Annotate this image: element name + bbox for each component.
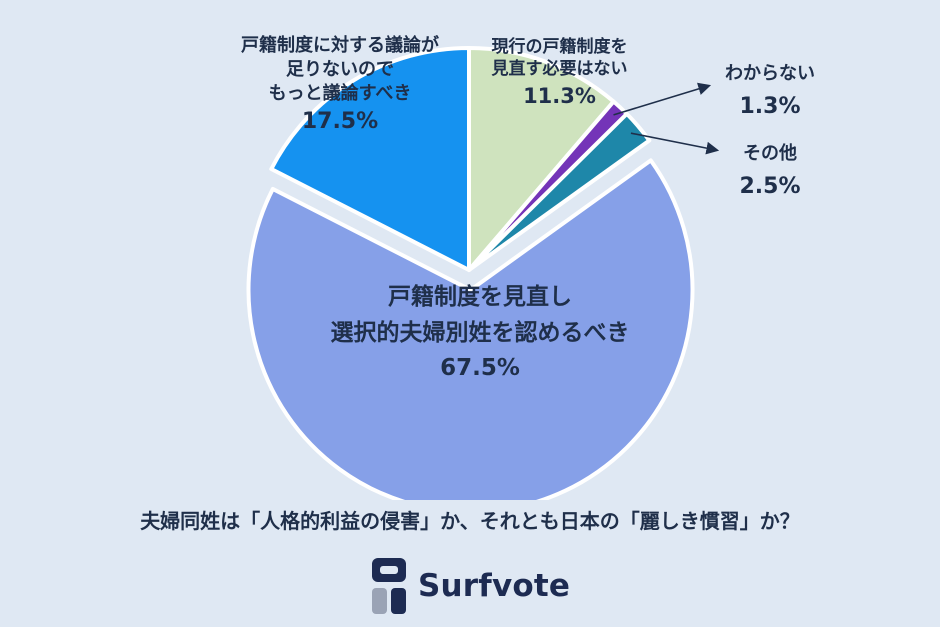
brand-logo: Surfvote xyxy=(372,558,570,614)
brand-name: Surfvote xyxy=(418,568,571,604)
pie-slice-no-change-needed xyxy=(467,46,616,272)
slice-label-dont-know: わからない 1.3% xyxy=(700,60,840,124)
pie-slice-more-discussion xyxy=(269,46,471,272)
slice-label-main: 戸籍制度を見直し 選択的夫婦別姓を認めるべき 67.5% xyxy=(260,280,700,387)
slice-label-more-discussion-line3: もっと議論すべき xyxy=(268,82,412,104)
pie-slice-other xyxy=(467,111,652,272)
slice-label-more-discussion: 戸籍制度に対する議論が 足りないので もっと議論すべき 17.5% xyxy=(215,34,465,136)
pie-slice-review-koseki-allow-separate-surnames xyxy=(246,158,695,500)
slice-label-main-line2: 選択的夫婦別姓を認めるべき xyxy=(330,319,630,346)
slice-value-no-change: 11.3% xyxy=(523,83,596,108)
slice-value-other: 2.5% xyxy=(739,173,801,199)
slice-value-dont-know: 1.3% xyxy=(739,93,801,119)
leader-arrow-dont-know xyxy=(613,82,712,116)
slice-label-more-discussion-line2: 足りないので xyxy=(286,58,394,80)
slice-label-main-line1: 戸籍制度を見直し xyxy=(388,284,572,310)
slice-label-no-change-line1: 現行の戸籍制度を xyxy=(491,37,628,57)
survey-question: 夫婦同姓は「人格的利益の侵害」か、それとも日本の「麗しき慣習」か？ xyxy=(140,509,800,533)
slice-label-other-text: その他 xyxy=(743,143,797,164)
slice-label-more-discussion-line1: 戸籍制度に対する議論が xyxy=(241,35,439,56)
slice-label-other: その他 2.5% xyxy=(700,140,840,204)
pie-chart xyxy=(246,46,720,500)
slice-value-main: 67.5% xyxy=(440,355,520,382)
surfvote-logo-icon xyxy=(372,558,406,614)
leader-arrow-other xyxy=(630,132,720,155)
slice-label-dont-know-text: わからない xyxy=(725,63,815,84)
slice-label-no-change-line2: 見直す必要はない xyxy=(491,59,628,80)
slice-label-no-change: 現行の戸籍制度を 見直す必要はない 11.3% xyxy=(462,36,657,111)
slice-value-more-discussion: 17.5% xyxy=(301,109,379,135)
